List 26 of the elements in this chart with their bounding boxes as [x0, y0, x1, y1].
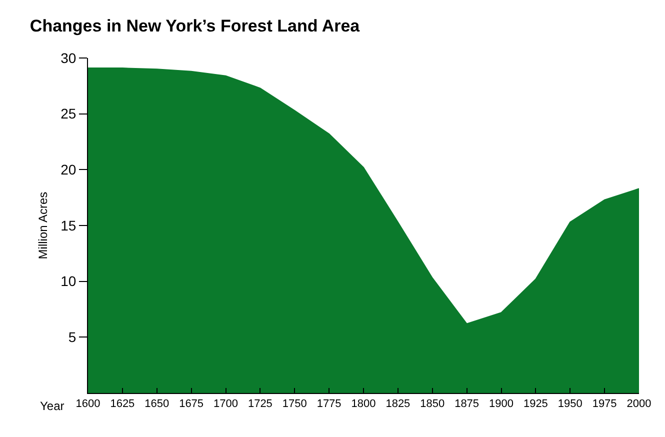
- x-tick-label: 1625: [110, 398, 135, 410]
- y-tick-label: 10: [60, 273, 76, 290]
- x-tick-label: 1875: [454, 398, 480, 410]
- y-axis-title: Million Acres: [36, 192, 50, 260]
- x-axis-title: Year: [40, 399, 64, 413]
- x-tick-label: 1725: [248, 398, 272, 410]
- x-tick-label: 1800: [351, 398, 376, 410]
- x-tick-label: 1950: [558, 398, 582, 410]
- chart-title: Changes in New York’s Forest Land Area: [30, 16, 360, 36]
- x-tick-label: 1825: [386, 398, 410, 410]
- x-tick-label: 1750: [282, 398, 307, 410]
- x-tick-label: 1775: [316, 398, 342, 410]
- x-tick-label: 2000: [626, 398, 652, 410]
- x-tick-label: 1600: [76, 398, 100, 410]
- x-tick-label: 1975: [592, 398, 617, 410]
- y-tick-label: 5: [68, 329, 76, 346]
- x-tick-label: 1900: [489, 398, 514, 410]
- x-tick-label: 1925: [523, 398, 548, 410]
- y-tick-label: 25: [60, 106, 76, 122]
- y-tick-label: 15: [60, 217, 76, 234]
- x-tick-label: 1850: [420, 398, 445, 410]
- y-tick-label: 20: [60, 162, 76, 178]
- x-tick-label: 1675: [179, 398, 204, 410]
- y-tick-label: 30: [60, 50, 76, 66]
- x-tick-label: 1650: [144, 398, 170, 410]
- x-tick-label: 1700: [214, 398, 238, 410]
